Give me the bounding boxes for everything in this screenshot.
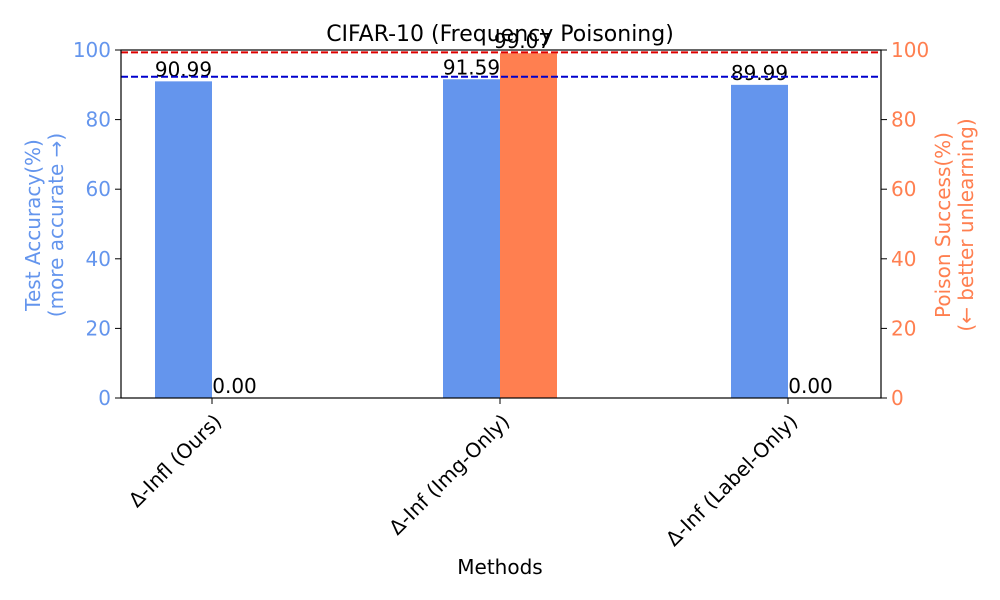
left-y-axis-label: Test Accuracy(%) xyxy=(21,139,45,312)
right-y-axis-label: Poison Success(%) xyxy=(931,132,955,318)
data-label-accuracy-1: 91.59 xyxy=(443,55,500,79)
right-tick-label: 0 xyxy=(891,386,904,410)
x-tick-label: Δ-Infl (Ours) xyxy=(124,409,227,512)
left-y-axis-label-note: (more accurate →) xyxy=(44,133,68,317)
x-axis: Δ-Infl (Ours) Δ-Inf (Img-Only) Δ-Inf (Labe… xyxy=(124,398,802,551)
right-tick-label: 80 xyxy=(891,108,916,132)
chart-title: CIFAR-10 (Frequency Poisoning) xyxy=(326,22,674,47)
x-axis-label: Methods xyxy=(457,555,542,579)
left-tick-label: 40 xyxy=(86,247,111,271)
data-label-accuracy-2: 89.99 xyxy=(731,61,788,85)
right-tick-label: 40 xyxy=(891,247,916,271)
left-tick-label: 20 xyxy=(86,316,111,340)
right-y-axis: 0 20 40 60 80 100 xyxy=(881,38,929,410)
right-tick-label: 60 xyxy=(891,177,916,201)
x-tick-label: Δ-Inf (Img-Only) xyxy=(384,409,514,539)
plot-frame xyxy=(120,49,882,399)
right-y-axis-label-note: (← better unlearning) xyxy=(954,118,978,331)
left-tick-label: 100 xyxy=(73,38,111,62)
left-tick-label: 60 xyxy=(86,177,111,201)
data-label-poison-0: 0.00 xyxy=(212,374,257,398)
bar-accuracy-0 xyxy=(155,81,212,398)
left-y-axis: 0 20 40 60 80 100 xyxy=(73,38,121,410)
right-tick-label: 100 xyxy=(891,38,929,62)
data-label-poison-1: 99.07 xyxy=(494,29,551,53)
left-tick-label: 0 xyxy=(98,386,111,410)
left-tick-label: 80 xyxy=(86,108,111,132)
bar-accuracy-1 xyxy=(443,79,500,399)
bar-poison-1 xyxy=(500,53,557,399)
x-tick-label: Δ-Inf (Label-Only) xyxy=(661,409,802,550)
right-tick-label: 20 xyxy=(891,316,916,340)
data-label-poison-2: 0.00 xyxy=(788,374,833,398)
bar-accuracy-2 xyxy=(731,84,788,398)
